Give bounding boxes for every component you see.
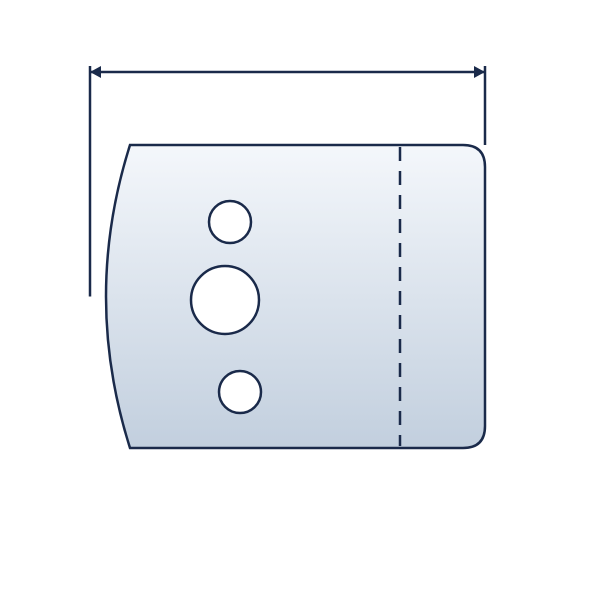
part-body (106, 145, 485, 448)
hole-bottom (219, 371, 261, 413)
hole-middle (191, 266, 259, 334)
hole-top (209, 201, 251, 243)
